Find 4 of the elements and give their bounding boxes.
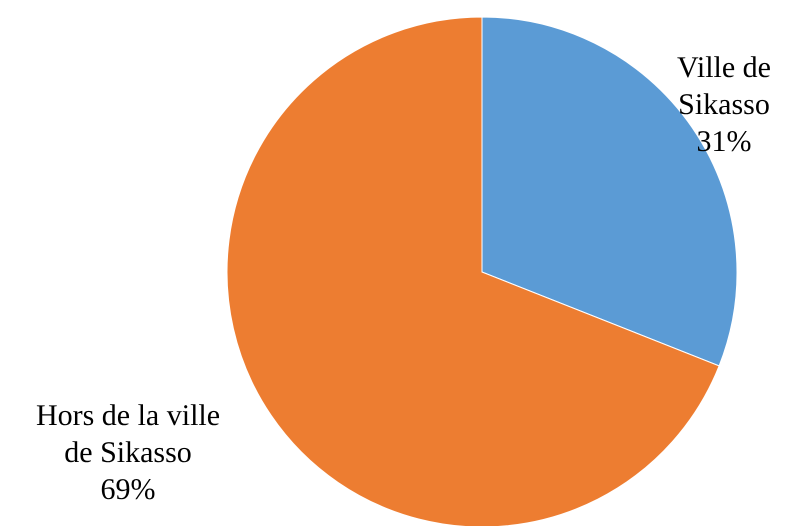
slice-label: Ville de Sikasso xyxy=(677,51,771,121)
data-label: 31% xyxy=(696,125,752,158)
data-label: 69% xyxy=(100,473,156,506)
slice-label: Hors de la ville de Sikasso xyxy=(36,399,220,469)
